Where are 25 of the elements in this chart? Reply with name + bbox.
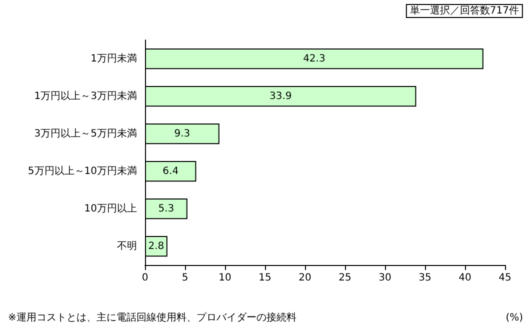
y-tick-label: 1万円未満 [90, 52, 137, 64]
data-label: 2.8 [148, 240, 164, 252]
x-tick-label: 10 [218, 272, 232, 284]
data-label: 33.9 [269, 90, 292, 102]
x-tick-label: 45 [498, 272, 512, 284]
y-tick-label: 不明 [117, 240, 137, 252]
x-tick-label: 35 [418, 272, 432, 284]
y-tick-label: 1万円以上～3万円未満 [34, 90, 137, 102]
y-tick-label: 10万円以上 [84, 202, 137, 214]
x-tick-label: 0 [142, 272, 148, 284]
x-tick-label: 25 [338, 272, 352, 284]
data-label: 42.3 [303, 53, 326, 64]
x-tick-label: 30 [378, 272, 392, 284]
text: ※運用コストとは、主に電話回線使用料、プロバイダーの接続料 [8, 312, 296, 324]
y-tick-label: 5万円以上～10万円未満 [28, 164, 137, 177]
x-axis-title: (%) [506, 312, 524, 324]
x-tick-label: 15 [258, 272, 272, 284]
x-tick-label: 40 [458, 272, 472, 284]
y-tick-label: 3万円以上～5万円未満 [34, 127, 137, 140]
x-tick-label: 5 [182, 272, 188, 284]
data-label: 9.3 [174, 128, 190, 140]
text: 単一選択／回答数717件 [410, 4, 520, 16]
x-tick-label: 20 [298, 272, 312, 284]
data-label: 5.3 [158, 203, 174, 214]
data-label: 6.4 [162, 166, 179, 177]
